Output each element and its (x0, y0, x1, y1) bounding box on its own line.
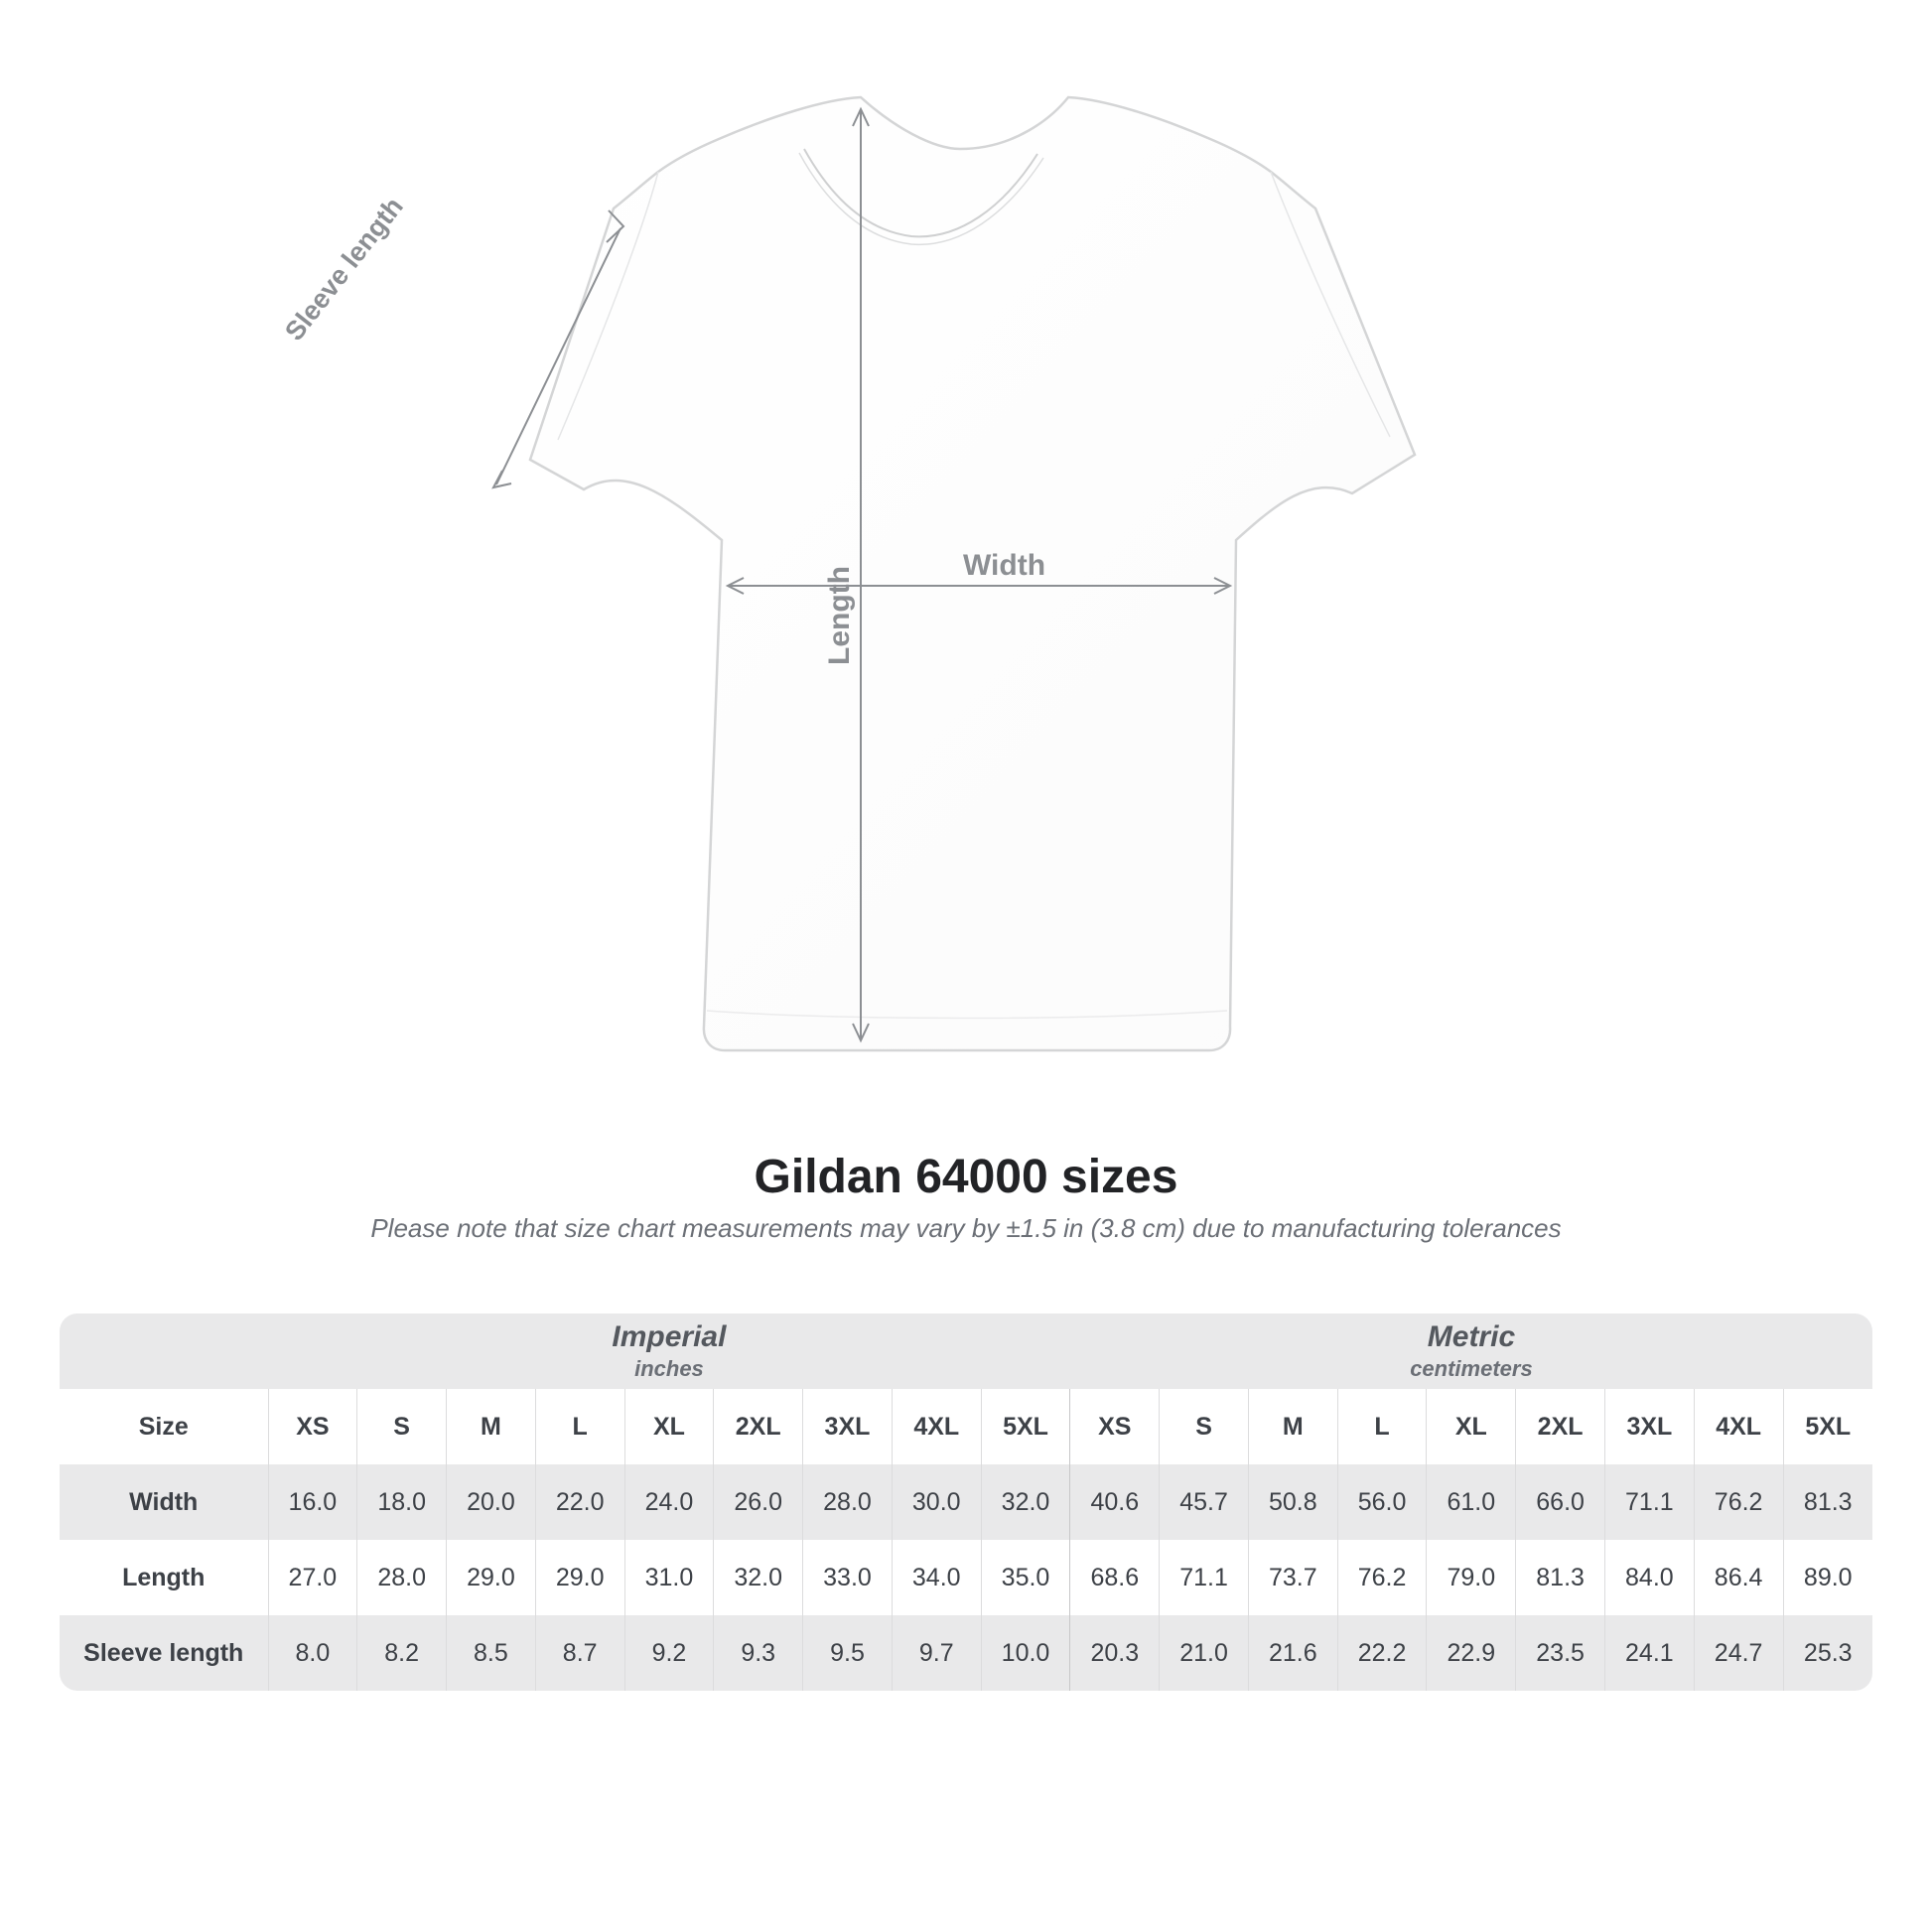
svg-text:Width: Width (963, 549, 1045, 582)
svg-text:Sleeve length: Sleeve length (279, 192, 409, 346)
svg-text:Length: Length (823, 566, 856, 665)
